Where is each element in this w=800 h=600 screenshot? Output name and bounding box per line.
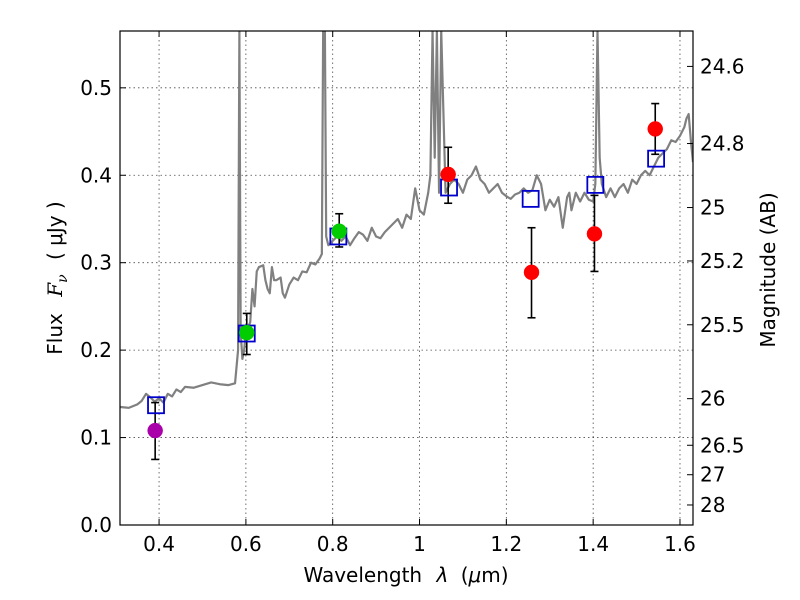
y2-tick-label: 26.5	[700, 433, 745, 457]
x-axis-title-symbol: λ	[435, 563, 448, 587]
x-axis-title-text: Wavelength	[303, 563, 422, 587]
grid-lines	[120, 31, 693, 526]
x-tick-label: 1.4	[577, 532, 609, 556]
observed-flux-point	[239, 324, 255, 341]
x-tick-label: 0.8	[317, 532, 349, 556]
x-tick-label: 1.2	[490, 532, 522, 556]
observed-flux-point	[647, 121, 663, 137]
x-axis-title-unit-mu: μ	[468, 563, 482, 587]
ticks: 0.4 0.6 0.8 1 1.2 1.4 1.6 0.0 0.1 0.2 0.3 0.4 0.5 24.…	[80, 31, 745, 556]
y2-tick-label: 25	[700, 196, 725, 220]
plot-area	[120, 31, 693, 461]
y-axis-title-unit: ( μJy )	[43, 201, 67, 260]
y2-tick-label: 28	[700, 493, 725, 517]
model-flux-square	[521, 189, 540, 208]
y-tick-label: 0.4	[80, 163, 112, 187]
y2-tick-label: 25.5	[700, 313, 745, 337]
observed-flux-point	[586, 226, 603, 242]
x-axis-title-unit-rest: m)	[481, 563, 508, 587]
model-flux-square	[586, 175, 605, 194]
y2-tick-label: 24.8	[700, 132, 745, 156]
y2-tick-label: 26	[700, 387, 725, 411]
model-flux-square	[147, 396, 165, 415]
y-tick-label: 0.2	[80, 338, 112, 362]
x-tick-label: 0.4	[143, 532, 175, 556]
y-axis-title: Flux Fν ( μJy )	[43, 201, 72, 354]
x-axis-title: Wavelength λ (μm)	[303, 563, 508, 587]
y-tick-label: 0.3	[80, 251, 112, 275]
plot-frame	[119, 30, 694, 526]
y2-tick-label: 27	[700, 463, 725, 487]
x-tick-label: 0.6	[230, 532, 262, 556]
y-axis-title-subscript: ν	[55, 274, 71, 283]
observed-flux-point	[331, 223, 347, 239]
observed-flux-point	[147, 422, 163, 439]
observed-flux-point	[523, 264, 540, 281]
y2-axis-title: Magnitude (AB)	[756, 192, 780, 347]
spectrum-line	[120, 31, 693, 409]
observed-flux-point	[440, 166, 456, 183]
y-tick-label: 0.1	[80, 426, 112, 450]
model-flux-square	[647, 149, 666, 168]
y-axis-title-symbol: F	[43, 282, 67, 298]
y2-tick-label: 24.6	[700, 54, 745, 78]
y-tick-label: 0.5	[80, 76, 112, 100]
y2-tick-label: 25.2	[700, 249, 745, 273]
x-tick-label: 1.6	[664, 532, 696, 556]
y-axis-title-text: Flux	[43, 313, 67, 355]
x-axis-title-unit-open: (	[461, 563, 469, 587]
plot-clipped-group	[120, 31, 693, 461]
x-tick-label: 1	[413, 532, 426, 556]
y-tick-label: 0.0	[80, 513, 112, 537]
